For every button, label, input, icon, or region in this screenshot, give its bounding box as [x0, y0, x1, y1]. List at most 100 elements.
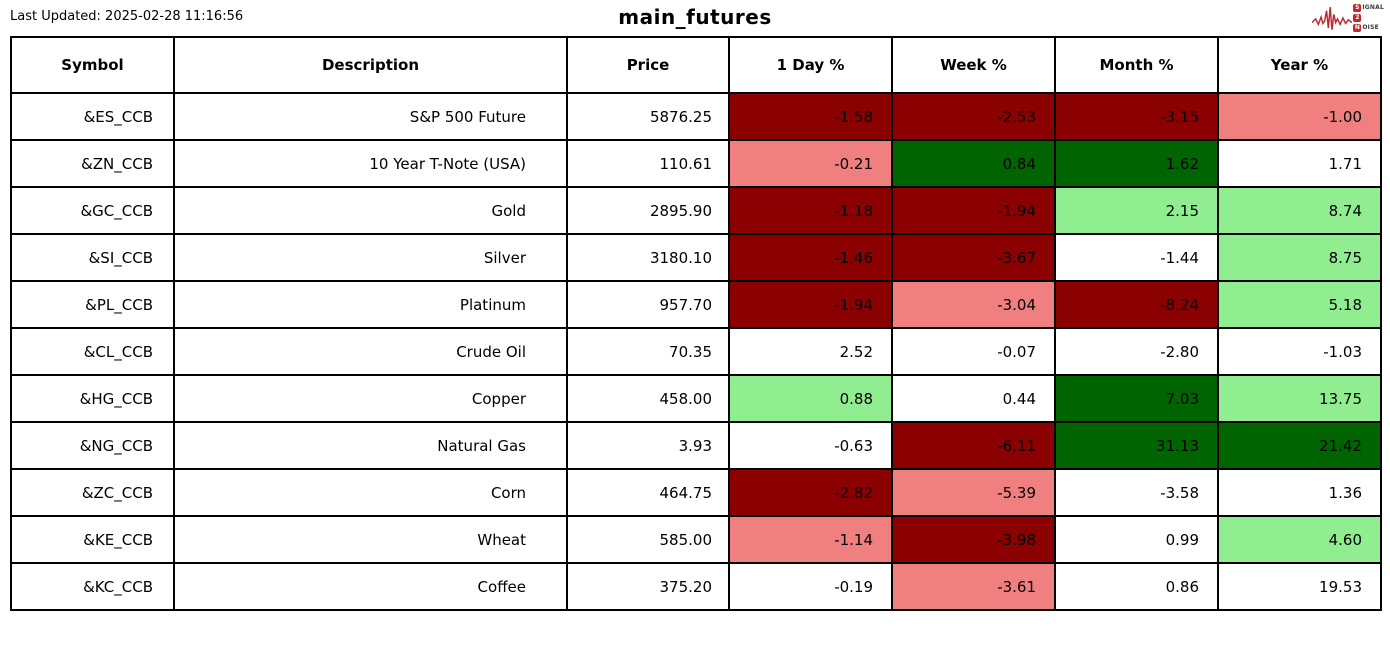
last-updated-text: Last Updated: 2025-02-28 11:16:56	[10, 9, 244, 24]
table-row: &KE_CCB Wheat 585.00 -1.14 -3.98 0.99 4.60	[10, 515, 1382, 564]
column-header-year: Year %	[1217, 36, 1382, 94]
month-pct-cell: -3.58	[1054, 468, 1219, 517]
day-pct-cell: -1.94	[728, 280, 893, 329]
table-row: &ZC_CCB Corn 464.75 -2.82 -5.39 -3.58 1.36	[10, 468, 1382, 517]
logo-letter-s: S	[1353, 4, 1362, 12]
day-pct-cell: -0.21	[728, 139, 893, 188]
year-pct-cell: 19.53	[1217, 562, 1382, 611]
price-cell: 3.93	[566, 421, 730, 470]
price-cell: 464.75	[566, 468, 730, 517]
description-cell: Silver	[173, 233, 568, 282]
price-cell: 3180.10	[566, 233, 730, 282]
table-row: &KC_CCB Coffee 375.20 -0.19 -3.61 0.86 19.53	[10, 562, 1382, 611]
table-row: &NG_CCB Natural Gas 3.93 -0.63 -6.11 31.13 21.…	[10, 421, 1382, 470]
price-cell: 110.61	[566, 139, 730, 188]
year-pct-cell: 4.60	[1217, 515, 1382, 564]
week-pct-cell: -3.98	[891, 515, 1056, 564]
description-cell: Coffee	[173, 562, 568, 611]
year-pct-cell: 1.71	[1217, 139, 1382, 188]
day-pct-cell: -1.18	[728, 186, 893, 235]
table-row: &CL_CCB Crude Oil 70.35 2.52 -0.07 -2.80 -1.03	[10, 327, 1382, 376]
month-pct-cell: -3.15	[1054, 92, 1219, 141]
logo-letter-n: N	[1353, 24, 1362, 32]
column-header-symbol: Symbol	[10, 36, 175, 94]
column-header-week: Week %	[891, 36, 1056, 94]
description-cell: Gold	[173, 186, 568, 235]
year-pct-cell: 8.74	[1217, 186, 1382, 235]
price-cell: 2895.90	[566, 186, 730, 235]
day-pct-cell: 0.88	[728, 374, 893, 423]
year-pct-cell: 21.42	[1217, 421, 1382, 470]
column-header-description: Description	[173, 36, 568, 94]
week-pct-cell: -6.11	[891, 421, 1056, 470]
price-cell: 375.20	[566, 562, 730, 611]
month-pct-cell: 2.15	[1054, 186, 1219, 235]
logo-word-ignal: IGNAL	[1362, 4, 1384, 11]
year-pct-cell: -1.03	[1217, 327, 1382, 376]
day-pct-cell: 2.52	[728, 327, 893, 376]
month-pct-cell: 0.86	[1054, 562, 1219, 611]
week-pct-cell: -1.94	[891, 186, 1056, 235]
symbol-cell: &ZC_CCB	[10, 468, 175, 517]
waveform-icon	[1312, 7, 1353, 30]
year-pct-cell: -1.00	[1217, 92, 1382, 141]
page-title: main_futures	[618, 5, 772, 29]
price-cell: 70.35	[566, 327, 730, 376]
month-pct-cell: 1.62	[1054, 139, 1219, 188]
price-cell: 458.00	[566, 374, 730, 423]
top-bar: Last Updated: 2025-02-28 11:16:56 main_f…	[0, 0, 1390, 36]
week-pct-cell: -5.39	[891, 468, 1056, 517]
week-pct-cell: -3.67	[891, 233, 1056, 282]
symbol-cell: &PL_CCB	[10, 280, 175, 329]
month-pct-cell: 7.03	[1054, 374, 1219, 423]
futures-tbody: &ES_CCB S&P 500 Future 5876.25 -1.58 -2.53 -3…	[10, 92, 1382, 611]
price-cell: 5876.25	[566, 92, 730, 141]
week-pct-cell: -2.53	[891, 92, 1056, 141]
description-cell: Platinum	[173, 280, 568, 329]
description-cell: Wheat	[173, 515, 568, 564]
day-pct-cell: -0.63	[728, 421, 893, 470]
year-pct-cell: 13.75	[1217, 374, 1382, 423]
symbol-cell: &KC_CCB	[10, 562, 175, 611]
day-pct-cell: -1.46	[728, 233, 893, 282]
month-pct-cell: -2.80	[1054, 327, 1219, 376]
table-row: &PL_CCB Platinum 957.70 -1.94 -3.04 -8.24 5.18	[10, 280, 1382, 329]
description-cell: Natural Gas	[173, 421, 568, 470]
symbol-cell: &HG_CCB	[10, 374, 175, 423]
column-header-1day: 1 Day %	[728, 36, 893, 94]
price-cell: 585.00	[566, 515, 730, 564]
month-pct-cell: -8.24	[1054, 280, 1219, 329]
column-header-price: Price	[566, 36, 730, 94]
day-pct-cell: -1.14	[728, 515, 893, 564]
symbol-cell: &GC_CCB	[10, 186, 175, 235]
futures-table: Symbol Description Price 1 Day % Week % …	[10, 36, 1382, 611]
day-pct-cell: -2.82	[728, 468, 893, 517]
week-pct-cell: -0.07	[891, 327, 1056, 376]
logo-word-oise: OISE	[1362, 24, 1379, 31]
year-pct-cell: 1.36	[1217, 468, 1382, 517]
table-row: &ZN_CCB 10 Year T-Note (USA) 110.61 -0.21 0.…	[10, 139, 1382, 188]
week-pct-cell: -3.04	[891, 280, 1056, 329]
week-pct-cell: 0.84	[891, 139, 1056, 188]
column-header-month: Month %	[1054, 36, 1219, 94]
symbol-cell: &NG_CCB	[10, 421, 175, 470]
month-pct-cell: 31.13	[1054, 421, 1219, 470]
table-row: &GC_CCB Gold 2895.90 -1.18 -1.94 2.15 8.74	[10, 186, 1382, 235]
table-row: &ES_CCB S&P 500 Future 5876.25 -1.58 -2.53 -3…	[10, 92, 1382, 141]
header-row: Symbol Description Price 1 Day % Week % …	[10, 36, 1382, 94]
description-cell: Corn	[173, 468, 568, 517]
description-cell: S&P 500 Future	[173, 92, 568, 141]
signal2noise-logo: S IGNAL 2 N OISE	[1312, 3, 1384, 33]
symbol-cell: &ZN_CCB	[10, 139, 175, 188]
table-row: &SI_CCB Silver 3180.10 -1.46 -3.67 -1.44 8.75	[10, 233, 1382, 282]
description-cell: Copper	[173, 374, 568, 423]
table-row: &HG_CCB Copper 458.00 0.88 0.44 7.03 13.75	[10, 374, 1382, 423]
week-pct-cell: -3.61	[891, 562, 1056, 611]
symbol-cell: &ES_CCB	[10, 92, 175, 141]
week-pct-cell: 0.44	[891, 374, 1056, 423]
description-cell: Crude Oil	[173, 327, 568, 376]
month-pct-cell: 0.99	[1054, 515, 1219, 564]
month-pct-cell: -1.44	[1054, 233, 1219, 282]
symbol-cell: &SI_CCB	[10, 233, 175, 282]
description-cell: 10 Year T-Note (USA)	[173, 139, 568, 188]
